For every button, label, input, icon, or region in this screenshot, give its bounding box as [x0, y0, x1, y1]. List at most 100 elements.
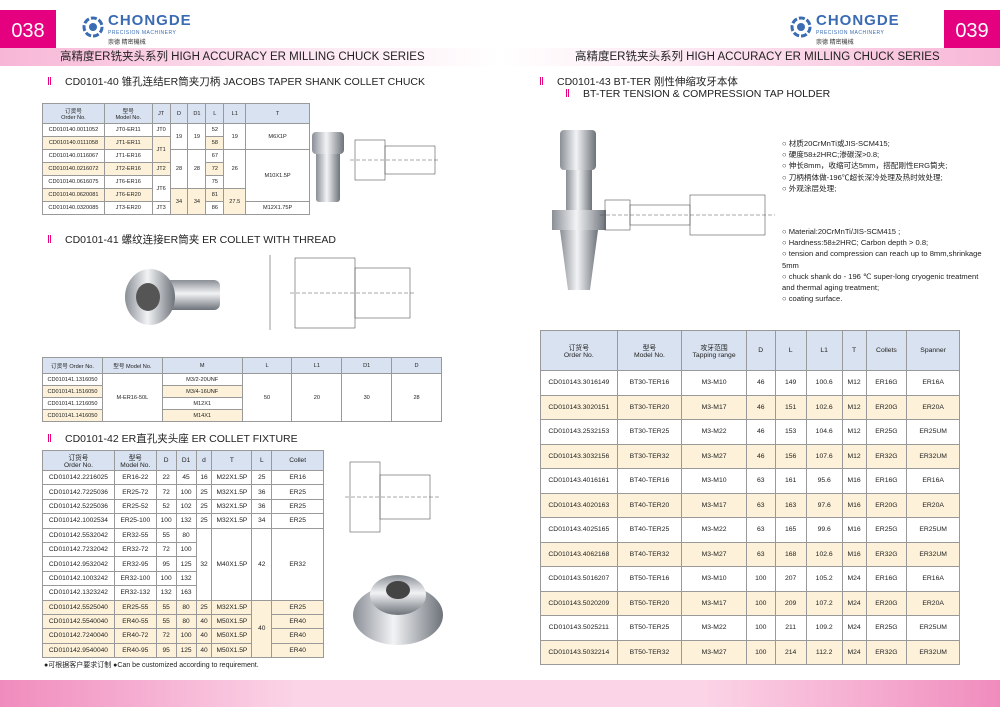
table-cell: M3-M10	[681, 468, 747, 494]
header-row: 订货号 Order No. 型号 Model No. D D1 d T L Collet	[42, 450, 324, 471]
table-cell: BT50-TER25	[616, 615, 683, 641]
table-cell: ER40	[271, 642, 324, 659]
header-cell: Collet	[271, 450, 324, 471]
table-cell: M50X1.5P	[211, 628, 253, 644]
table-cell: CD010142.5532042	[42, 527, 115, 543]
header-cell: L	[774, 330, 807, 371]
table-cell: BT50-TER32	[616, 639, 683, 665]
data-table: 订货号 Order No. 型号 Model No. 攻牙范围 Tapping ra…	[540, 330, 960, 665]
table-cell: 153	[774, 419, 807, 445]
table-cell: JT0	[151, 123, 171, 137]
table-cell: CD010142.2216025	[42, 469, 115, 486]
table-cell: M12	[841, 443, 867, 469]
table-cell: ER25	[271, 498, 324, 515]
table-cell: CD010142.1323242	[42, 585, 115, 601]
table-cell: 100	[745, 590, 776, 616]
header-cell: L1	[805, 330, 843, 371]
table-cell: 40	[195, 642, 213, 659]
table-cell: ER32G	[865, 541, 908, 567]
table-cell: 16	[195, 469, 213, 486]
table-cell: ER40	[271, 628, 324, 644]
table-cell: 46	[745, 419, 776, 445]
table-cell: M3-M27	[681, 639, 747, 665]
page-number: 038	[0, 10, 56, 52]
table-cell: M32X1.5P	[211, 513, 253, 529]
table-cell: 95.6	[805, 468, 843, 494]
header-cell: M	[161, 357, 243, 374]
header-cell: D	[745, 330, 776, 371]
table-cell: 100	[745, 639, 776, 665]
table-cell: CD010143.3020151	[540, 394, 618, 420]
feature-item: ○ 刀柄柄体做-196℃超长深冷处理及热时效处理;	[782, 172, 982, 183]
table-cell: 75	[205, 175, 225, 189]
table-cell: CD010143.4062168	[540, 541, 618, 567]
logo-mark	[790, 16, 812, 38]
table-cell: 151	[774, 394, 807, 420]
table-cell: M3-M27	[681, 443, 747, 469]
table-cell: 55	[155, 527, 177, 543]
table-row: CD010143.4016161 BT40-TER16 M3-M10 63 161 95.…	[540, 468, 960, 494]
table-cell: 107.6	[805, 443, 843, 469]
table-cell: 40	[251, 599, 273, 659]
table-cell: ER32UM	[906, 443, 960, 469]
table-cell: CD010142.7232042	[42, 541, 115, 558]
table-cell: CD010143.4016161	[540, 468, 618, 494]
table-cell: CD010143.5032214	[540, 639, 618, 665]
table-cell: M32X1.5P	[211, 484, 253, 500]
table-cell: BT30-TER25	[616, 419, 683, 445]
table-cell: ER25G	[865, 615, 908, 641]
table-cell: ER32-100	[113, 570, 157, 587]
table-cell: CD010142.7225036	[42, 484, 115, 500]
table-cell: CD010142.9532042	[42, 556, 115, 572]
table-cell: CD010142.5525040	[42, 599, 115, 615]
table-cell: 80	[175, 613, 197, 630]
feature-text: Material:20CrMnTi/JIS-SCM415 ;	[788, 227, 901, 236]
table-cell: 72	[155, 628, 177, 644]
table-cell: CD010143.5025211	[540, 615, 618, 641]
table-row: CD010142.7232042 ER32-72 72 100	[42, 541, 324, 558]
table-row: CD010142.5525040 ER25-55 55 80 25 M32X1.5P 40 E…	[42, 599, 324, 659]
table-cell: 100	[175, 628, 197, 644]
table-cell: M-ER16-50L	[101, 373, 163, 422]
table-cell: CD010140.0011052	[42, 123, 105, 137]
table-cell: BT50-TER16	[616, 566, 683, 592]
table-cell: 107.2	[805, 590, 843, 616]
table-cell: 168	[774, 541, 807, 567]
table-cell: CD010142.5540040	[42, 613, 115, 630]
table-row: CD010143.4020163 BT40-TER20 M3-M17 63 163 97.…	[540, 492, 960, 518]
header-cell: D1	[341, 357, 393, 374]
table-cell: ER16G	[865, 468, 908, 494]
table-cell: 40	[195, 613, 213, 630]
table-cell: ER20A	[906, 590, 960, 616]
table-cell: 100	[175, 484, 197, 500]
bullet: ○	[782, 183, 789, 193]
table-cell: M32X1.5P	[211, 599, 253, 615]
table-cell: 63	[745, 468, 776, 494]
table-row: CD010142.5540040 ER40-55 55 80 40 M50X1.5P ER4…	[42, 613, 324, 630]
header-cell: JT	[151, 103, 171, 124]
table-cell: 209	[774, 590, 807, 616]
table-cell: 100	[745, 566, 776, 592]
table-cell: M12	[841, 394, 867, 420]
table-cell: CD010140.0620081	[42, 188, 105, 202]
table-row: CD010142.1002534 ER25-100 100 132 25 M32X1.5P…	[42, 513, 324, 529]
table-cell: ER32-55	[113, 527, 157, 543]
table-cell: JT6-ER16	[103, 175, 153, 189]
table-cell: 25	[195, 599, 213, 615]
illustrations	[125, 130, 775, 645]
table-cell: M24	[841, 566, 867, 592]
table-row: CD010140.0320085 JT3-ER20 JT3 86 M12X1.75P	[42, 201, 310, 215]
features-cn: ○ 材质20CrMnTi或JIS-SCM415; ○ 硬度58±2HRC;渗碳深>…	[782, 138, 982, 194]
table-row: CD010143.5032214 BT50-TER32 M3-M27 100 214 11…	[540, 639, 960, 665]
table-cell: CD010142.9540040	[42, 642, 115, 659]
table-cell: CD010143.3016149	[540, 370, 618, 396]
header-row: 订货号 Order No. 型号 Model No. 攻牙范围 Tapping ra…	[540, 330, 960, 371]
table-cell: ER32G	[865, 639, 908, 665]
table-cell: 32	[195, 527, 213, 601]
table-cell: 25	[195, 513, 213, 529]
table-cell: ER25G	[865, 517, 908, 543]
table-cell: 27.5	[223, 188, 247, 215]
table-row: CD010140.0616075 JT6-ER16 JT6 75	[42, 175, 310, 202]
bottom-band	[0, 680, 1000, 707]
table-cell: JT1-ER11	[103, 136, 153, 150]
